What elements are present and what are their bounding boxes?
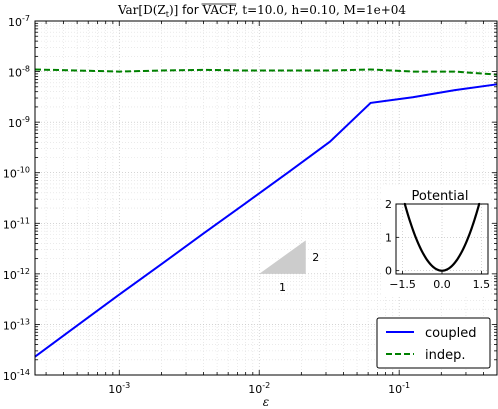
slope-triangle-run-label: 1 [279, 281, 286, 294]
legend-label-coupled: coupled [425, 326, 476, 341]
x-axis-label: ε [263, 395, 269, 409]
plot-frame [34, 20, 498, 376]
inset-y-tick-label: 2 [385, 198, 392, 211]
inset-y-tick-label: 0 [385, 265, 392, 278]
chart-title: Var[D(Zt)] for VACF, t=10.0, h=0.10, M=1… [117, 3, 406, 19]
inset-plot: −1.5 0.0 1.5 0 1 2 [385, 198, 490, 291]
axis-ticks: 10-3 10-2 10-1 10-14 10-13 10-12 10-11 10-10 10-… [3, 14, 498, 396]
title-params: , t=10.0, h=0.10, M=1e+04 [235, 3, 407, 17]
title-mid: for [178, 3, 202, 17]
y-tick-label: 10-11 [3, 216, 30, 231]
x-tick-label: 10-2 [248, 381, 270, 396]
title-sub: t [166, 10, 170, 19]
y-tick-label: 10-13 [3, 317, 30, 332]
inset-x-tick-label: 1.5 [473, 278, 491, 291]
slope-triangle-shape [259, 240, 306, 274]
inset-x-tick-label: −1.5 [389, 278, 416, 291]
y-tick-label: 10-7 [8, 14, 30, 29]
inset-y-tick-label: 1 [385, 231, 392, 244]
title-var: Var [117, 3, 139, 17]
inset-potential: Potential −1.5 0.0 1.5 0 1 2 [383, 186, 490, 295]
slope-triangle: 1 2 [259, 240, 319, 294]
y-tick-label: 10-8 [8, 65, 30, 80]
series-line-coupled [34, 83, 498, 358]
legend: coupled indep. [376, 317, 491, 369]
x-tick-label: 10-1 [388, 381, 410, 396]
y-tick-label: 10-14 [3, 368, 30, 383]
inset-title: Potential [412, 189, 469, 204]
title-close: )] [169, 3, 178, 17]
legend-label-indep: indep. [425, 348, 466, 363]
x-tick-label: 10-3 [108, 381, 130, 396]
y-tick-label: 10-9 [8, 115, 30, 130]
y-tick-label: 10-10 [3, 166, 30, 181]
inset-x-tick-label: 0.0 [433, 278, 451, 291]
series-line-indep [34, 68, 498, 76]
title-expr: [D(Z [138, 3, 165, 17]
y-tick-label: 10-12 [3, 267, 30, 282]
legend-box [376, 317, 491, 369]
slope-triangle-rise-label: 2 [312, 251, 319, 264]
title-vacf: VACF [201, 3, 236, 17]
series-layer [34, 68, 498, 358]
inset-potential-curve [403, 202, 481, 272]
